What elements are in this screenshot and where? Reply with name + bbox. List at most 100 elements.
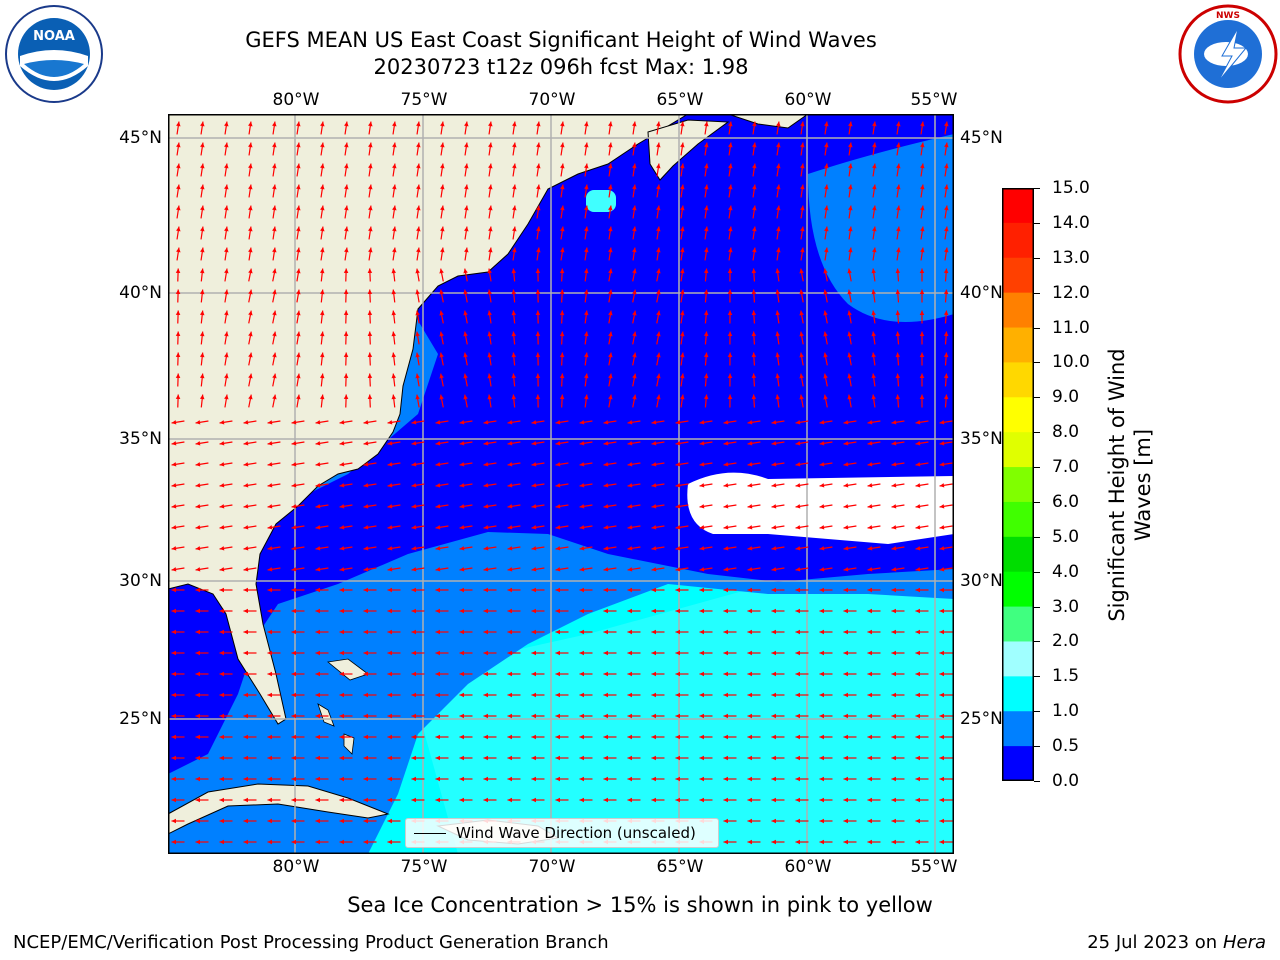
colorbar-tick-mark: [1034, 432, 1040, 434]
wave-direction-arrowhead: [555, 755, 560, 761]
colorbar-tick-mark: [1034, 327, 1040, 329]
colorbar-segment: [1002, 362, 1034, 398]
wave-direction-arrowhead: [872, 142, 877, 148]
wave-direction-arrowhead: [819, 546, 825, 551]
wave-direction-arrowhead: [315, 692, 320, 698]
wave-direction-arrowhead: [507, 567, 513, 572]
wave-direction-arrowhead: [699, 797, 704, 803]
wave-direction-arrowhead: [699, 776, 704, 782]
wave-direction-arrowhead: [459, 483, 465, 488]
lon-tick-top: 55°W: [910, 90, 958, 110]
chart-title: GEFS MEAN US East Coast Significant Heig…: [245, 28, 877, 52]
wave-direction-arrowhead: [219, 483, 225, 488]
wave-direction-arrowhead: [915, 755, 920, 761]
footer-credit: NCEP/EMC/Verification Post Processing Pr…: [13, 932, 609, 953]
lon-tick-bottom: 55°W: [910, 857, 958, 877]
wave-direction-arrowhead: [483, 797, 488, 803]
wave-direction-arrowhead: [199, 373, 205, 379]
wave-direction-arrowhead: [944, 226, 949, 232]
wave-direction-arrowhead: [727, 310, 733, 315]
wave-direction-arrowhead: [747, 525, 753, 530]
wave-direction-arrowhead: [747, 671, 752, 677]
wave-direction-arrowhead: [536, 226, 541, 232]
colorbar-tick-label: 7.0: [1052, 457, 1080, 478]
wave-direction-arrowhead: [267, 797, 272, 803]
wave-direction-arrowhead: [555, 504, 561, 509]
wave-direction-arrowhead: [439, 289, 444, 295]
wave-direction-arrowhead: [751, 373, 757, 379]
wave-direction-arrowhead: [915, 525, 921, 530]
wave-direction-arrowhead: [512, 184, 517, 190]
wave-direction-arrowhead: [799, 394, 804, 400]
wave-direction-arrowhead: [483, 504, 489, 509]
wave-direction-arrowhead: [800, 142, 805, 148]
wave-direction-arrowhead: [195, 483, 201, 488]
wave-direction-arrowhead: [219, 546, 225, 551]
wave-direction-arrowhead: [896, 184, 901, 190]
wave-direction-arrowhead: [699, 420, 705, 425]
wave-direction-arrowhead: [752, 247, 757, 253]
wave-direction-arrowhead: [608, 289, 613, 295]
wave-direction-arrowhead: [272, 289, 277, 295]
wave-direction-arrowhead: [915, 629, 920, 635]
wave-direction-arrowhead: [939, 839, 944, 845]
wave-direction-arrowhead: [656, 331, 661, 337]
wave-direction-arrowhead: [344, 247, 349, 253]
wave-direction-arrowhead: [459, 525, 465, 530]
wave-direction-arrowhead: [511, 352, 517, 358]
wave-direction-arrowhead: [939, 692, 944, 698]
wave-direction-arrowhead: [267, 692, 272, 698]
wave-direction-arrowhead: [939, 797, 944, 803]
wave-direction-arrowhead: [483, 608, 488, 614]
wave-direction-arrowhead: [752, 163, 757, 169]
wave-direction-arrowhead: [248, 247, 253, 253]
wave-direction-arrowhead: [819, 797, 824, 803]
wave-direction-arrowhead: [627, 504, 633, 509]
wave-direction-arrowhead: [411, 671, 416, 677]
wave-direction-arrowhead: [843, 587, 848, 593]
wave-direction-arrowhead: [723, 692, 728, 698]
wave-direction-arrowhead: [823, 289, 828, 295]
wave-direction-arrowhead: [267, 734, 272, 740]
wave-direction-arrowhead: [555, 567, 561, 572]
wave-direction-arrowhead: [535, 310, 541, 316]
wave-direction-arrowhead: [367, 373, 373, 379]
colorbar-tick-mark: [1034, 257, 1040, 259]
wave-direction-arrowhead: [915, 839, 920, 845]
wave-direction-arrowhead: [291, 567, 297, 572]
wave-direction-arrowhead: [199, 310, 205, 316]
wave-direction-arrowhead: [339, 462, 345, 467]
wave-direction-arrowhead: [368, 142, 373, 148]
wave-direction-arrowhead: [171, 650, 176, 656]
wave-direction-arrowhead: [339, 629, 344, 635]
wave-direction-arrowhead: [243, 755, 248, 761]
wave-direction-arrowhead: [704, 226, 709, 232]
wave-direction-arrowhead: [224, 268, 229, 274]
wave-direction-arrowhead: [891, 546, 897, 551]
wave-direction-arrowhead: [267, 776, 272, 782]
wave-direction-arrowhead: [272, 121, 277, 127]
wave-direction-arrowhead: [315, 462, 321, 467]
wave-direction-arrowhead: [775, 268, 780, 274]
wave-direction-arrowhead: [627, 692, 632, 698]
wave-direction-arrowhead: [195, 818, 200, 824]
wave-direction-arrowhead: [411, 504, 417, 509]
wave-direction-arrowhead: [823, 331, 828, 337]
wave-direction-arrowhead: [555, 713, 560, 719]
wave-direction-arrowhead: [560, 205, 565, 211]
wave-direction-arrowhead: [608, 142, 613, 148]
wave-direction-arrowhead: [531, 587, 536, 593]
wave-direction-arrowhead: [579, 567, 585, 572]
wave-direction-arrowhead: [195, 839, 200, 845]
lon-tick-top: 80°W: [272, 90, 320, 110]
wave-direction-arrowhead: [776, 121, 781, 127]
wave-direction-arrowhead: [776, 226, 781, 232]
wave-direction-arrowhead: [651, 420, 657, 425]
lat-tick-left: 25°N: [119, 709, 162, 729]
lon-tick-bottom: 75°W: [400, 857, 448, 877]
wave-direction-arrowhead: [728, 121, 733, 127]
wave-direction-arrowhead: [320, 247, 325, 253]
wave-direction-arrowhead: [819, 755, 824, 761]
map-legend: Wind Wave Direction (unscaled): [405, 818, 719, 848]
wave-direction-arrowhead: [819, 525, 825, 530]
